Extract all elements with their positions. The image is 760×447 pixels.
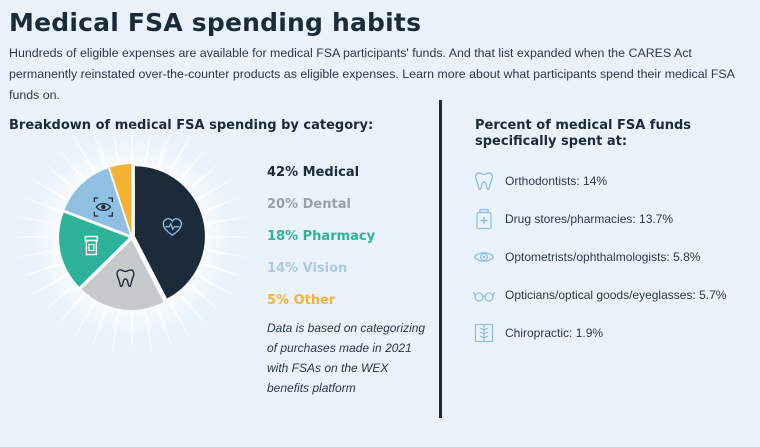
funds-spent-heading: Percent of medical FSA funds specificall… bbox=[475, 118, 692, 149]
spending-list: Orthodontists: 14% Drug stores/pharmacie… bbox=[473, 162, 726, 352]
glow-ray bbox=[172, 146, 208, 188]
legend-item-other: 5% Other bbox=[267, 293, 336, 308]
glow-ray bbox=[152, 298, 173, 348]
glow-ray bbox=[196, 246, 249, 258]
list-item-label: Drug stores/pharmacies: 13.7% bbox=[505, 212, 674, 226]
pie-slice-pharmacy bbox=[59, 212, 130, 287]
glow-ray bbox=[197, 234, 250, 240]
glow-ray bbox=[21, 257, 71, 278]
glow-ray bbox=[196, 216, 249, 228]
pill-bottle-icon bbox=[84, 235, 99, 256]
glow-ray bbox=[187, 267, 235, 296]
pie-slice-other bbox=[109, 164, 132, 235]
pie-legend: 42% Medical 20% Dental 18% Pharmacy 14% … bbox=[267, 162, 375, 322]
glow-ray bbox=[129, 302, 135, 355]
category-breakdown-heading: Breakdown of medical FSA spending by cat… bbox=[9, 118, 374, 133]
eye-scan-icon bbox=[93, 197, 114, 217]
pie-glow-rays bbox=[14, 119, 250, 355]
eye-icon bbox=[473, 252, 495, 262]
list-item-orthodontists: Orthodontists: 14% bbox=[473, 162, 726, 200]
spine-icon bbox=[474, 323, 494, 343]
glow-ray bbox=[162, 292, 191, 340]
list-item-chiropractic: Chiropractic: 1.9% bbox=[473, 314, 726, 352]
list-item-drug-stores: Drug stores/pharmacies: 13.7% bbox=[473, 200, 726, 238]
legend-item-pharmacy: 18% Pharmacy bbox=[267, 229, 376, 244]
glow-ray bbox=[162, 134, 191, 182]
pie-glow bbox=[32, 137, 232, 337]
glow-ray bbox=[21, 196, 71, 217]
glow-ray bbox=[56, 146, 92, 188]
legend-item-medical: 42% Medical bbox=[267, 165, 360, 180]
legend-item-vision: 14% Vision bbox=[267, 261, 348, 276]
glow-ray bbox=[73, 134, 102, 182]
glow-ray bbox=[187, 178, 235, 207]
list-item-label: Orthodontists: 14% bbox=[505, 174, 608, 188]
heart-pulse-icon bbox=[162, 218, 182, 237]
glow-ray bbox=[14, 234, 67, 240]
glow-ray bbox=[181, 161, 223, 197]
tooth-icon bbox=[474, 172, 494, 191]
glow-ray bbox=[41, 277, 83, 313]
data-source-note: Data is based on categorizing of purchas… bbox=[267, 321, 426, 395]
glow-ray bbox=[172, 286, 208, 328]
glow-ray bbox=[141, 301, 153, 354]
intro-paragraph: Hundreds of eligible expenses are availa… bbox=[9, 46, 735, 102]
eyeglasses-icon bbox=[473, 291, 495, 302]
glow-ray bbox=[111, 301, 123, 354]
list-item-label: Optometrists/ophthalmologists: 5.8% bbox=[505, 250, 701, 264]
column-divider bbox=[439, 100, 442, 418]
glow-ray bbox=[56, 286, 92, 328]
glow-ray bbox=[73, 292, 102, 340]
pie-slice-medical bbox=[134, 166, 205, 299]
glow-ray bbox=[29, 178, 77, 207]
pie-slice-dental bbox=[81, 239, 164, 310]
glow-ray bbox=[41, 161, 83, 197]
glow-ray bbox=[15, 246, 68, 258]
glow-ray bbox=[91, 126, 112, 176]
list-item-opticians: Opticians/optical goods/eyeglasses: 5.7% bbox=[473, 276, 726, 314]
glow-ray bbox=[193, 257, 243, 278]
glow-ray bbox=[15, 216, 68, 228]
page-title: Medical FSA spending habits bbox=[9, 8, 422, 37]
glow-ray bbox=[193, 196, 243, 217]
list-item-label: Chiropractic: 1.9% bbox=[505, 326, 604, 340]
list-item-optometrists: Optometrists/ophthalmologists: 5.8% bbox=[473, 238, 726, 276]
glow-ray bbox=[29, 267, 77, 296]
pie-slice-vision bbox=[64, 168, 130, 235]
pharmacy-bottle-icon bbox=[476, 208, 492, 230]
glow-ray bbox=[152, 126, 173, 176]
tooth-icon bbox=[116, 269, 135, 288]
glow-ray bbox=[181, 277, 223, 313]
legend-item-dental: 20% Dental bbox=[267, 197, 351, 212]
glow-ray bbox=[91, 298, 112, 348]
list-item-label: Opticians/optical goods/eyeglasses: 5.7% bbox=[505, 288, 727, 302]
